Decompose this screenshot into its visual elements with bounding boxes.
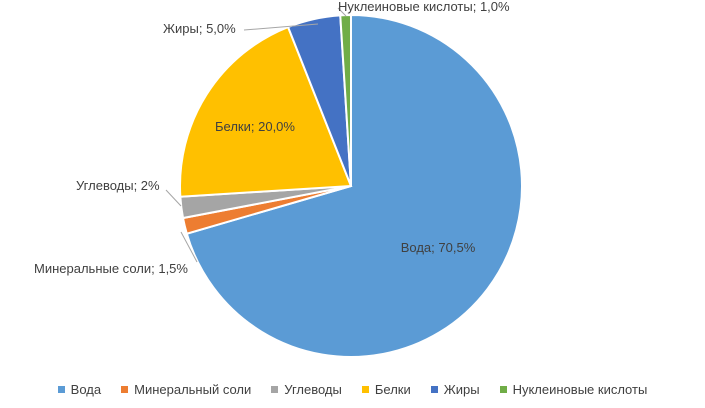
legend-label: Вода	[70, 382, 102, 397]
legend-swatch	[430, 386, 438, 393]
pie-slice	[179, 25, 353, 198]
legend-label: Нуклеиновые кислоты	[512, 382, 648, 397]
legend: Вода Минеральный соли Углеводы Белки Жиры Нук…	[0, 382, 705, 397]
leader-line	[243, 23, 319, 31]
legend-swatch	[361, 386, 369, 393]
data-label: Углеводы; 2%	[76, 178, 160, 193]
data-label: Вода; 70,5%	[401, 240, 476, 255]
legend-item: Вода	[57, 382, 102, 397]
legend-label: Жиры	[443, 382, 480, 397]
data-label: Нуклеиновые кислоты; 1,0%	[338, 0, 510, 14]
legend-label: Минеральный соли	[134, 382, 252, 397]
legend-item: Минеральный соли	[121, 382, 251, 397]
data-label: Жиры; 5,0%	[163, 21, 236, 36]
legend-label: Углеводы	[284, 382, 342, 397]
legend-item: Нуклеиновые кислоты	[499, 382, 648, 397]
data-label: Минеральные соли; 1,5%	[34, 261, 188, 276]
legend-label: Белки	[374, 382, 411, 397]
pie-chart: Вода; 70,5% Минеральные соли; 1,5% Углевод…	[34, 0, 523, 358]
leader-line	[337, 7, 347, 17]
leader-line	[165, 189, 182, 207]
legend-item: Углеводы	[271, 382, 342, 397]
pie-slice	[185, 13, 523, 358]
data-label: Белки; 20,0%	[215, 119, 295, 134]
legend-swatch	[271, 386, 279, 393]
legend-swatch	[121, 386, 129, 393]
legend-item: Белки	[361, 382, 411, 397]
legend-item: Жиры	[430, 382, 480, 397]
leader-line	[180, 231, 198, 263]
legend-swatch	[57, 386, 65, 393]
legend-swatch	[499, 386, 507, 393]
